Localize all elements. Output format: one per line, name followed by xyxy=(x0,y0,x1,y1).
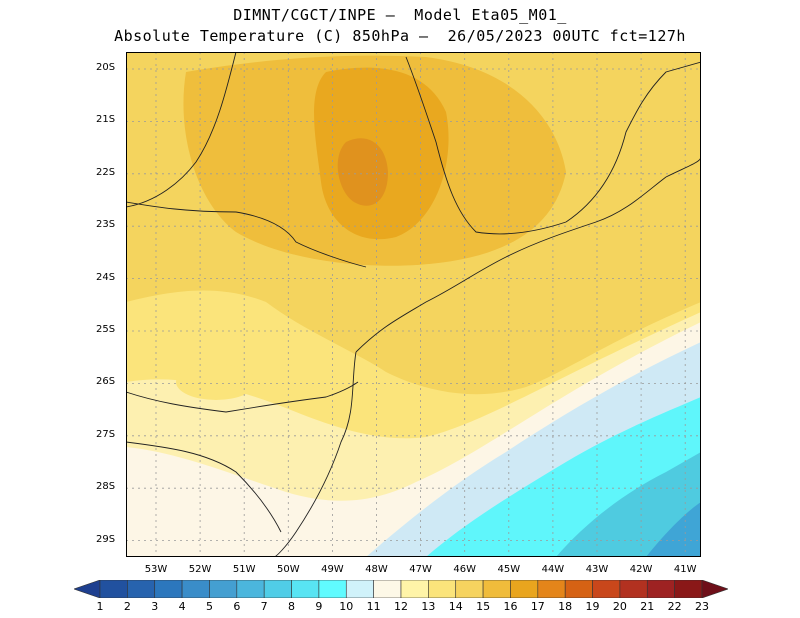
colorbar-label: 2 xyxy=(123,600,131,613)
colorbar-label: 17 xyxy=(530,600,545,613)
colorbar-label: 21 xyxy=(640,600,655,613)
state-border-3 xyxy=(126,441,282,533)
colorbar-label: 12 xyxy=(394,600,408,613)
colorbar-swatch xyxy=(263,580,292,598)
colorbar-swatch xyxy=(99,580,128,598)
lon-label: 49W xyxy=(321,564,344,575)
colorbar-label: 23 xyxy=(695,600,709,613)
lon-label: 43W xyxy=(585,564,609,575)
colorbar-swatch xyxy=(154,580,183,598)
colorbar-label: 14 xyxy=(448,600,463,613)
map-border xyxy=(126,52,701,557)
lon-label: 42W xyxy=(629,564,653,575)
colorbar-label: 15 xyxy=(476,600,491,613)
lat-label: 27S xyxy=(96,428,116,440)
colorbar-label: 1 xyxy=(96,600,104,613)
lat-label: 24S xyxy=(96,271,116,283)
colorbar-label: 19 xyxy=(585,600,600,613)
state-border-2 xyxy=(126,381,359,413)
state-border-1 xyxy=(126,201,367,268)
colorbar-swatch xyxy=(646,580,675,598)
lat-label: 29S xyxy=(96,533,116,545)
colorbar-label: 11 xyxy=(366,600,381,613)
lat-label: 22S xyxy=(96,166,116,178)
lat-label: 26S xyxy=(96,376,116,388)
colorbar-label: 4 xyxy=(178,600,186,613)
colorbar-swatch xyxy=(209,580,238,598)
colorbar-label: 6 xyxy=(233,600,241,613)
colorbar-label: 18 xyxy=(558,600,573,613)
temperature-map xyxy=(126,52,701,557)
colorbar-swatch xyxy=(510,580,539,598)
colorbar-swatch xyxy=(400,580,429,598)
coastline xyxy=(355,156,701,353)
colorbar-label: 9 xyxy=(315,600,323,613)
coastline-south xyxy=(273,351,357,557)
lat-label: 20S xyxy=(96,62,116,73)
colorbar-label: 13 xyxy=(421,600,436,613)
colorbar-min-arrow xyxy=(74,580,101,598)
colorbar-swatch xyxy=(428,580,457,598)
colorbar-swatch xyxy=(236,580,265,598)
colorbar-swatch xyxy=(345,580,374,598)
lon-label: 41W xyxy=(673,564,697,575)
lat-label: 21S xyxy=(96,114,116,126)
colorbar xyxy=(74,580,728,598)
colorbar-swatch xyxy=(181,580,210,598)
grid-lines xyxy=(126,52,701,557)
colorbar-swatch xyxy=(291,580,320,598)
lon-label: 50W xyxy=(276,564,300,575)
lon-label: 45W xyxy=(497,564,521,575)
lon-label: 46W xyxy=(453,564,476,575)
state-border-5 xyxy=(405,56,567,235)
lat-label: 25S xyxy=(96,324,116,335)
title-line-1: DIMNT/CGCT/INPE — Model Eta05_M01_ xyxy=(233,6,567,24)
lat-label: 28S xyxy=(96,481,116,493)
lon-label: 48W xyxy=(365,564,388,575)
colorbar-label: 22 xyxy=(667,600,682,613)
colorbar-label: 20 xyxy=(612,600,627,613)
borders xyxy=(126,52,701,557)
state-border-6 xyxy=(565,61,701,223)
colorbar-label: 8 xyxy=(288,600,296,613)
colorbar-swatch xyxy=(564,580,593,598)
lon-label: 53W xyxy=(144,564,168,575)
field-pocket-2 xyxy=(296,433,356,461)
colorbar-label: 7 xyxy=(260,600,268,613)
colorbar-label: 3 xyxy=(151,600,159,613)
field-blue xyxy=(646,502,701,557)
lon-label: 44W xyxy=(541,564,565,575)
colorbar-swatch xyxy=(592,580,621,598)
colorbar-label: 10 xyxy=(339,600,354,613)
lat-label: 23S xyxy=(96,219,116,231)
colorbar-swatch xyxy=(619,580,648,598)
colorbar-swatch xyxy=(373,580,402,598)
lon-label: 47W xyxy=(409,564,432,575)
title-line-2: Absolute Temperature (C) 850hPa — 26/05/… xyxy=(114,27,686,45)
colorbar-label: 16 xyxy=(503,600,518,613)
colorbar-swatch xyxy=(482,580,511,598)
field-pocket-1 xyxy=(176,364,256,400)
colorbar-label: 5 xyxy=(205,600,213,613)
colorbar-swatch xyxy=(537,580,566,598)
colorbar-swatch xyxy=(318,580,347,598)
colorbar-max-arrow xyxy=(701,580,728,598)
field-teal xyxy=(556,452,701,557)
lon-label: 51W xyxy=(232,564,256,575)
colorbar-swatch xyxy=(674,580,703,598)
state-border-4 xyxy=(126,52,237,208)
field-warm-17 xyxy=(337,138,388,206)
colorbar-swatch xyxy=(455,580,484,598)
lon-label: 52W xyxy=(188,564,212,575)
colorbar-swatch xyxy=(127,580,156,598)
